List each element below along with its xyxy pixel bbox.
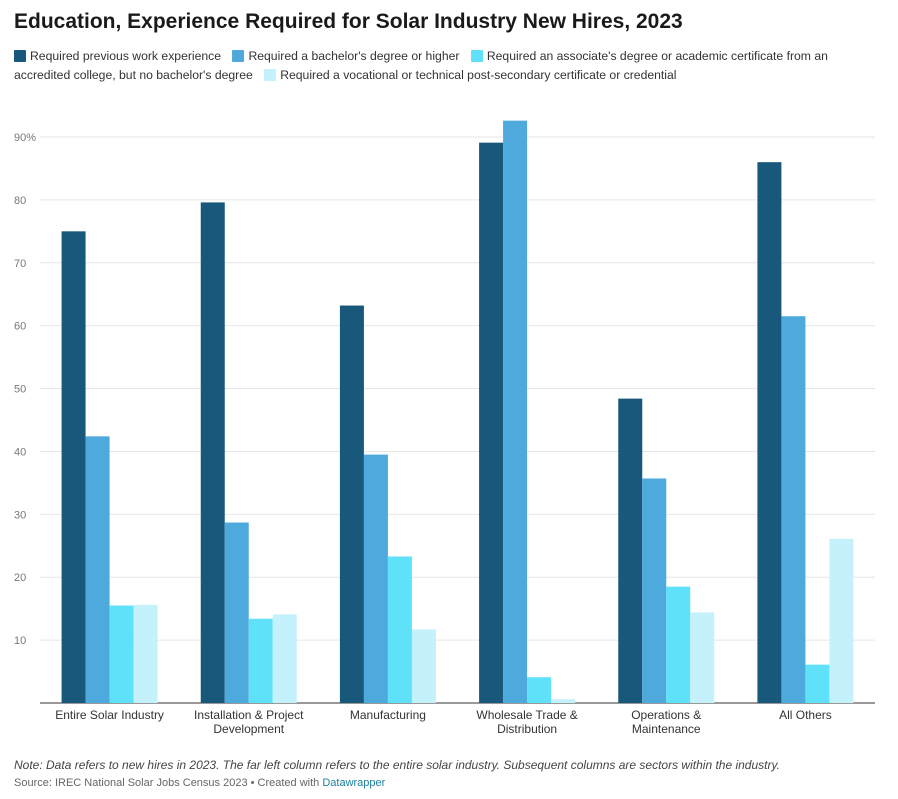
bar — [61, 231, 86, 704]
legend-label: Required previous work experience — [30, 49, 222, 63]
legend-swatch — [470, 50, 483, 62]
legend-item-vocational: Required a vocational or technical post-… — [264, 68, 677, 82]
bar — [411, 629, 436, 703]
legend-swatch — [14, 50, 26, 62]
bar — [805, 664, 830, 703]
x-category-label: Manufacturing — [350, 708, 426, 722]
y-tick-label: 20 — [14, 572, 26, 584]
x-category-label: Distribution — [497, 722, 557, 736]
x-category-label: Operations & — [631, 708, 701, 722]
chart-title: Education, Experience Required for Solar… — [14, 10, 683, 33]
bar — [85, 436, 110, 703]
bar — [666, 586, 691, 703]
bar — [272, 614, 297, 703]
y-tick-label: 40 — [14, 446, 26, 458]
x-category-label: Wholesale Trade & — [476, 708, 577, 722]
bar — [781, 316, 806, 703]
bar — [339, 305, 364, 703]
legend-label: Required a bachelor's degree or higher — [248, 49, 460, 63]
bar — [109, 605, 134, 703]
source-text: Source: IREC National Solar Jobs Census … — [14, 777, 323, 789]
chart-note: Note: Data refers to new hires in 2023. … — [14, 758, 780, 772]
x-category-label: All Others — [779, 708, 832, 722]
x-category-label: Entire Solar Industry — [55, 708, 164, 722]
legend-item-bachelors: Required a bachelor's degree or higher — [232, 49, 459, 63]
legend-item-associates: Required an associate's degree or academ… — [14, 49, 828, 82]
bar — [224, 522, 249, 703]
y-tick-label: 30 — [14, 509, 26, 521]
y-tick-label: 60 — [14, 321, 26, 333]
x-category-label: Installation & Project — [194, 708, 304, 722]
datawrapper-link[interactable]: Datawrapper — [322, 777, 386, 789]
chart-legend: Required previous work experience Requir… — [14, 47, 884, 85]
y-tick-label: 90% — [14, 132, 36, 144]
bar — [642, 478, 667, 703]
y-tick-label: 70 — [14, 258, 26, 270]
y-tick-label: 80 — [14, 195, 26, 207]
bar — [527, 677, 552, 703]
bar — [200, 202, 225, 703]
y-tick-label: 10 — [14, 635, 26, 647]
bar — [387, 556, 412, 703]
bar — [248, 618, 273, 703]
legend-item-work-experience: Required previous work experience — [14, 49, 221, 63]
bar — [503, 120, 528, 704]
bar — [829, 538, 854, 703]
bar — [479, 142, 504, 703]
x-category-label: Development — [213, 722, 284, 736]
legend-swatch — [264, 69, 277, 81]
legend-label: Required a vocational or technical post-… — [280, 68, 677, 82]
bar — [618, 398, 643, 703]
bar — [363, 454, 388, 703]
bar — [551, 699, 576, 703]
bar — [757, 162, 782, 704]
bar — [690, 612, 715, 703]
x-category-label: Maintenance — [632, 722, 701, 736]
bar — [133, 604, 158, 703]
y-tick-label: 50 — [14, 384, 26, 396]
chart-source: Source: IREC National Solar Jobs Census … — [14, 777, 385, 789]
legend-swatch — [232, 50, 245, 62]
bar-chart: 10 20 30 40 50 60 70 80 90% Entire Solar Industry… — [14, 120, 875, 736]
legend-label: Required an associate's degree or academ… — [14, 49, 828, 82]
